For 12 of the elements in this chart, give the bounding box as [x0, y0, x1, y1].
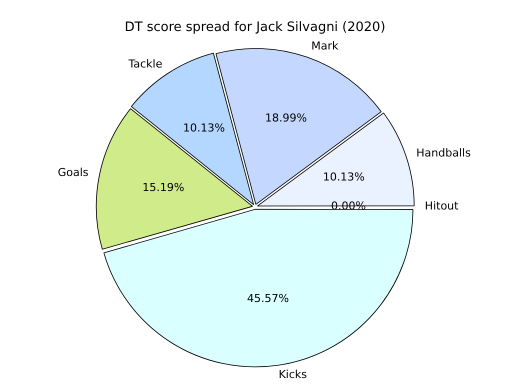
- data-label: 15.19%: [142, 181, 184, 194]
- data-label: 45.57%: [247, 292, 289, 306]
- slice-label: Mark: [311, 39, 340, 52]
- data-label: 10.13%: [322, 170, 365, 184]
- slice-label: Goals: [58, 166, 89, 180]
- category-label: Hitout: [424, 200, 458, 213]
- slice-label: Handballs: [416, 146, 472, 160]
- data-label: 18.99%: [265, 111, 307, 124]
- slice-label: Kicks: [278, 368, 308, 381]
- data-label: 10.13%: [183, 121, 225, 134]
- chart-title: DT score spread for Jack Silvagni (2020): [124, 20, 386, 36]
- slice-label: Tackle: [127, 57, 163, 70]
